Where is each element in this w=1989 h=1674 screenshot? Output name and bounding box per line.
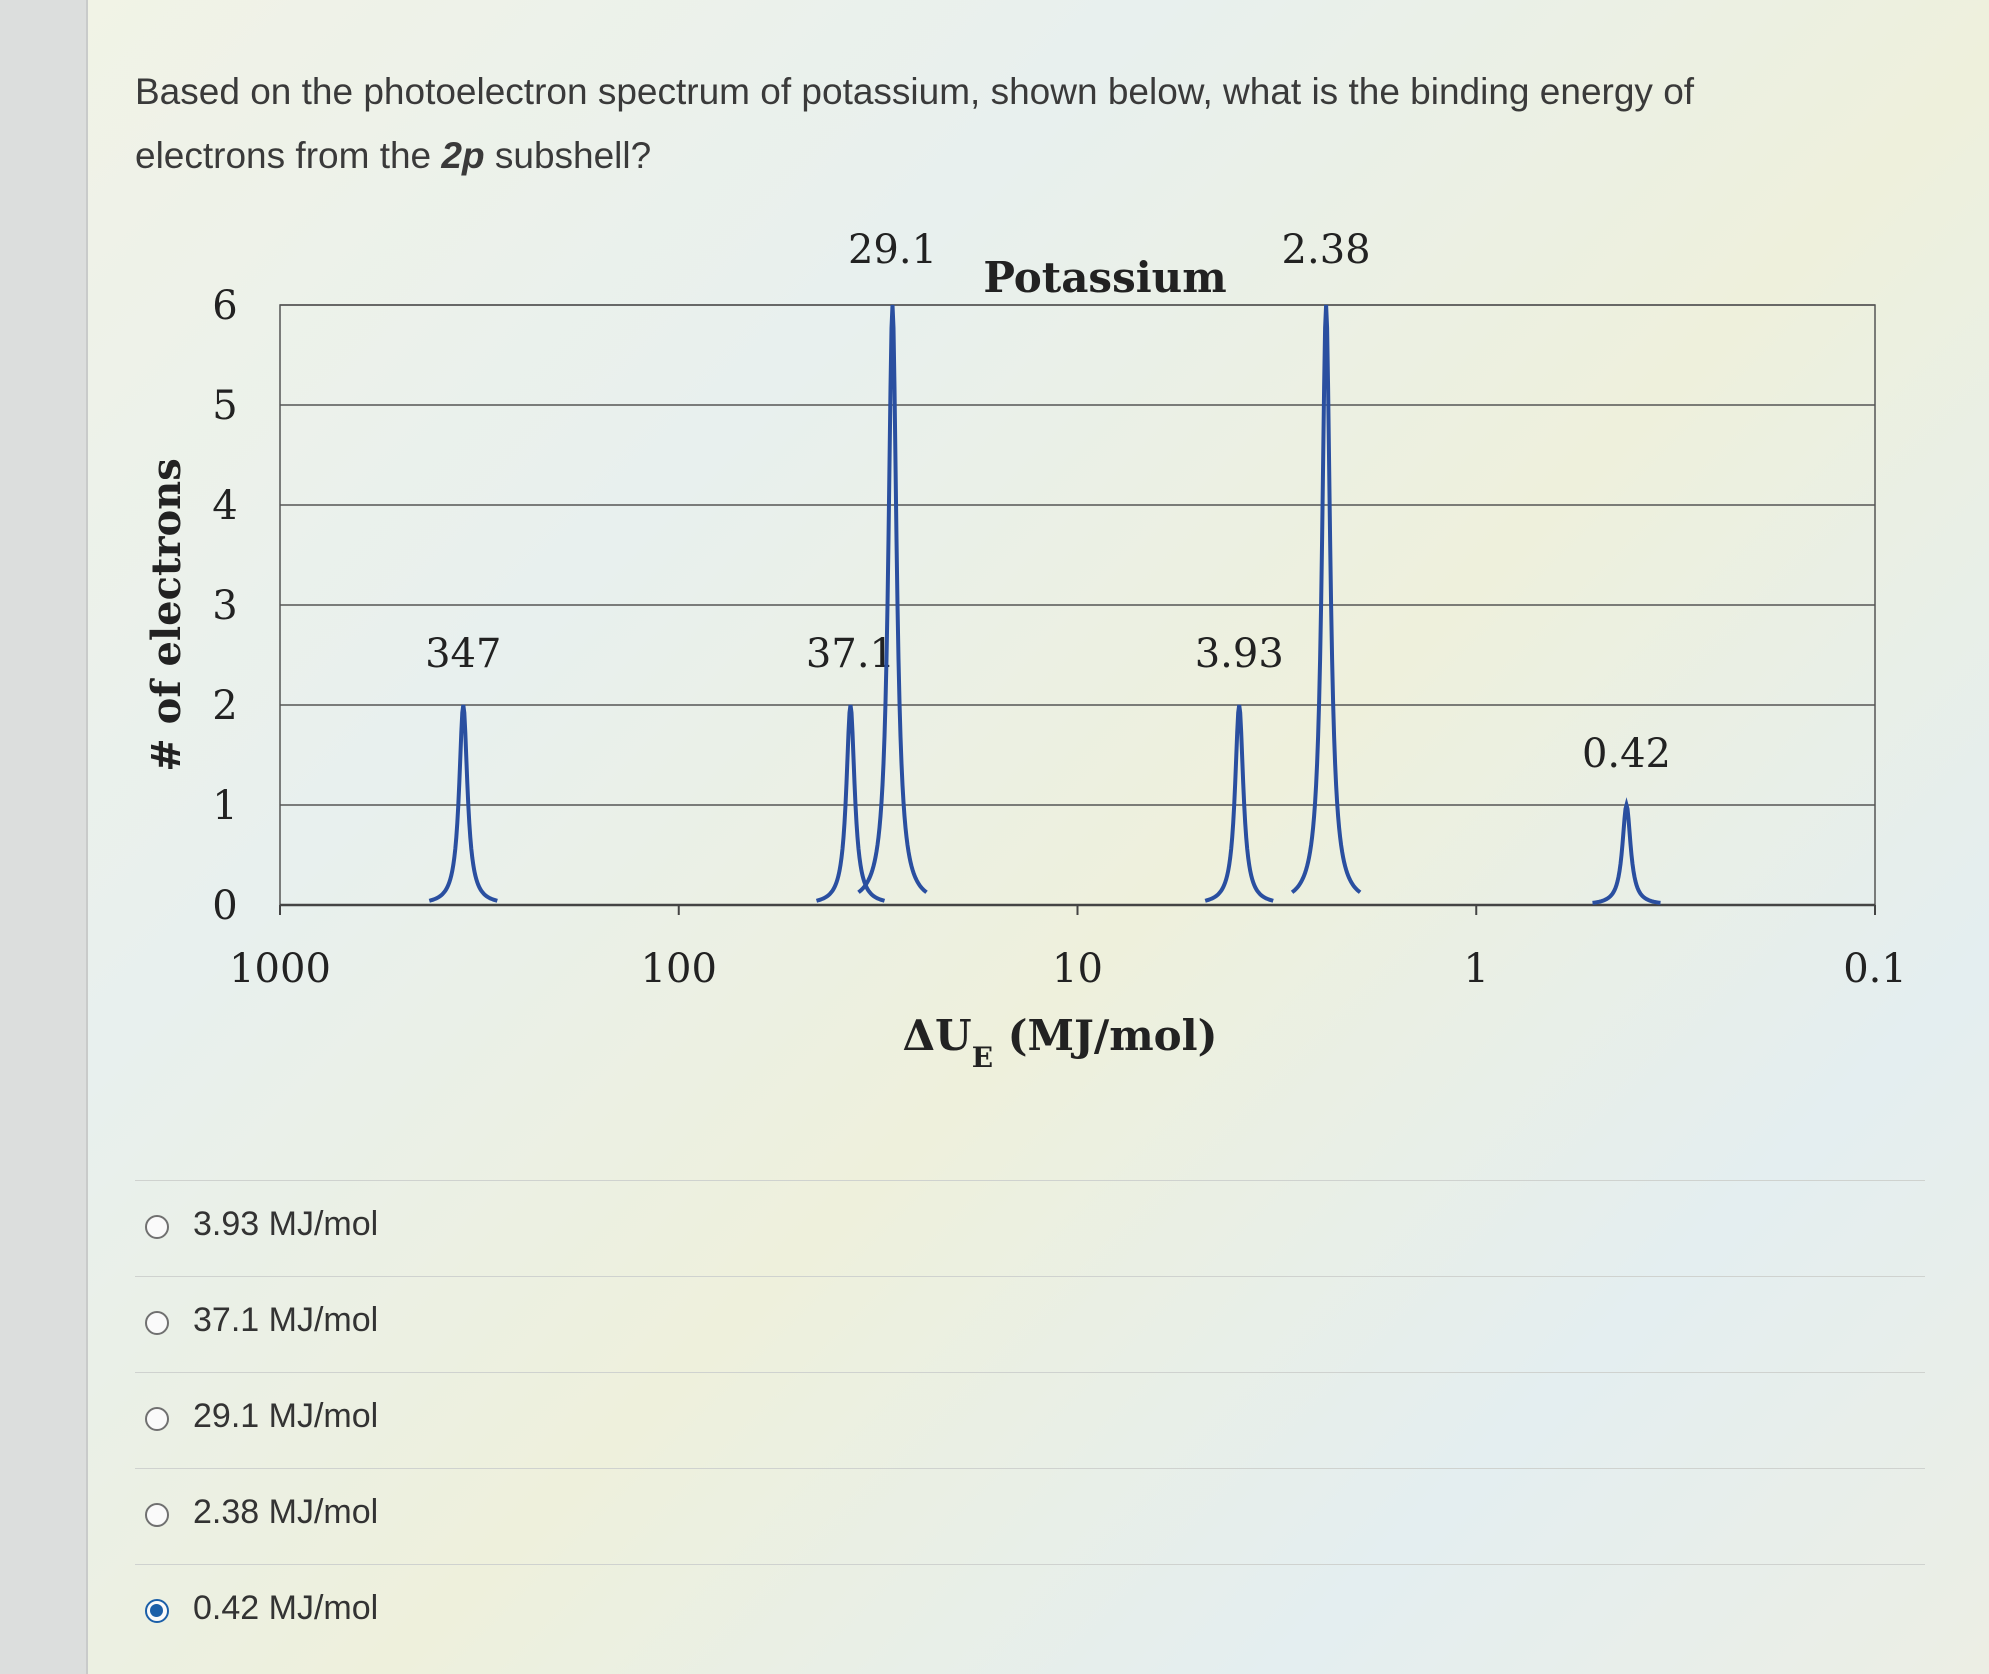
radio-icon[interactable] — [145, 1407, 169, 1431]
question-suffix: subshell? — [484, 135, 652, 176]
y-tick-label: 3 — [212, 583, 237, 629]
spectrum-peak — [815, 704, 886, 903]
option-2[interactable]: 29.1 MJ/mol — [135, 1372, 1925, 1469]
spectrum-peak — [1290, 304, 1362, 894]
spectrum-peak — [1592, 797, 1661, 905]
peak-data-label: 347 — [425, 631, 501, 677]
question-emphasis: 2p — [441, 135, 485, 176]
y-tick-label: 2 — [212, 683, 237, 729]
spectrum-peak — [428, 704, 498, 903]
peak-data-label: 3.93 — [1195, 631, 1284, 677]
x-axis-label: ΔUE (MJ/mol) — [902, 1011, 1217, 1074]
option-0[interactable]: 3.93 MJ/mol — [135, 1180, 1925, 1277]
peak-data-label: 2.38 — [1282, 227, 1371, 273]
question-text: Based on the photoelectron spectrum of p… — [135, 60, 1835, 188]
option-4[interactable]: 0.42 MJ/mol — [135, 1564, 1925, 1661]
option-label: 3.93 MJ/mol — [193, 1205, 379, 1243]
peak-data-label: 29.1 — [848, 227, 937, 273]
y-tick-label: 0 — [212, 883, 237, 929]
y-axis-label: # of electrons — [143, 458, 190, 772]
y-tick-label: 6 — [212, 283, 237, 329]
chart-title: Potassium — [983, 253, 1226, 302]
x-tick-label: 0.1 — [1843, 946, 1907, 992]
radio-icon[interactable] — [145, 1311, 169, 1335]
option-1[interactable]: 37.1 MJ/mol — [135, 1276, 1925, 1373]
radio-selected-icon[interactable] — [145, 1599, 169, 1623]
peak-data-label: 0.42 — [1582, 731, 1671, 777]
radio-icon[interactable] — [145, 1503, 169, 1527]
peak-data-label: 37.1 — [806, 631, 895, 677]
y-tick-label: 4 — [212, 483, 237, 529]
x-tick-label: 10 — [1052, 946, 1103, 992]
option-label: 29.1 MJ/mol — [193, 1397, 379, 1435]
option-label: 37.1 MJ/mol — [193, 1301, 379, 1339]
x-tick-label: 1000 — [229, 946, 331, 992]
radio-icon[interactable] — [145, 1215, 169, 1239]
spectrum-peak — [1204, 704, 1274, 903]
option-3[interactable]: 2.38 MJ/mol — [135, 1468, 1925, 1565]
option-label: 2.38 MJ/mol — [193, 1493, 379, 1531]
question-card — [88, 0, 1989, 1674]
spectrum-peak — [857, 304, 928, 894]
option-label: 0.42 MJ/mol — [193, 1589, 379, 1627]
y-tick-label: 5 — [212, 383, 237, 429]
x-tick-label: 100 — [641, 946, 717, 992]
photoelectron-spectrum-chart: 0 1 2 3 4 5 6 1000 100 10 1 0.1 Potassium ΔUE (MJ/mol… — [143, 227, 1907, 1074]
question-prefix: Based on the photoelectron spectrum of p… — [135, 71, 1695, 176]
page-margin — [0, 0, 88, 1674]
x-tick-label: 1 — [1464, 946, 1489, 992]
y-tick-label: 1 — [212, 783, 237, 829]
